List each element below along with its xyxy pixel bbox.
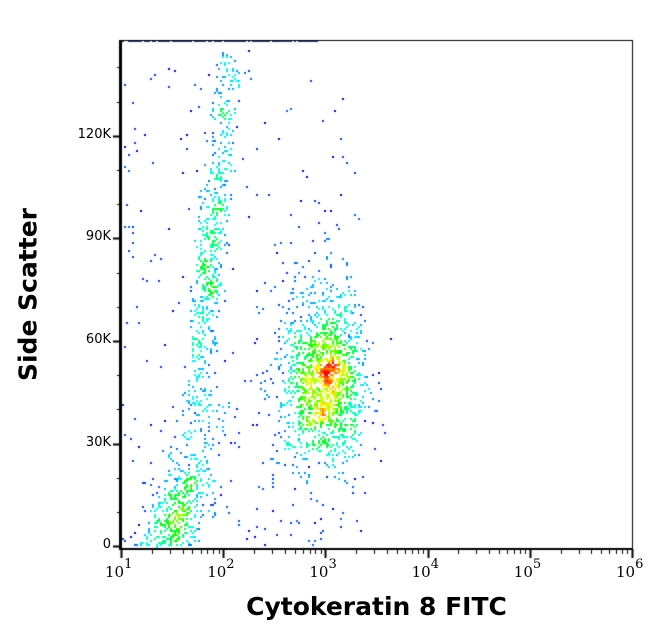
y-tick-label: 120K xyxy=(77,126,111,142)
x-tick-label: 103 xyxy=(309,557,337,581)
x-tick-label: 105 xyxy=(513,557,542,581)
y-tick-label: 60K xyxy=(85,332,111,348)
x-tick-label: 106 xyxy=(616,557,644,581)
x-tick-label: 102 xyxy=(207,557,235,581)
y-tick-label: 30K xyxy=(85,434,111,450)
y-tick-label: 90K xyxy=(85,229,111,245)
x-tick-label: 104 xyxy=(411,557,439,581)
x-axis-title: Cytokeratin 8 FITC xyxy=(246,592,507,621)
y-tick-label: 0 xyxy=(102,537,111,553)
x-tick-label: 101 xyxy=(105,557,133,581)
y-axis-title: Side Scatter xyxy=(13,208,43,382)
